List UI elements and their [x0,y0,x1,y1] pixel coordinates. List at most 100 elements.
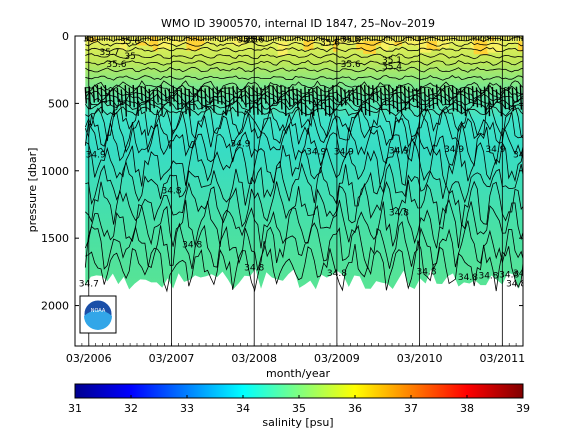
salinity-contour-line [85,53,523,60]
thermocline-contour [407,86,411,110]
thermocline-contour [208,86,211,105]
thermocline-contour [196,89,199,102]
thermocline-contour [296,88,299,109]
thermocline-contour [415,88,419,109]
thermocline-contour [419,86,423,113]
salinity-patch [333,37,346,44]
salinity-contour-line [85,180,523,228]
thermocline-contour [176,88,179,111]
thermocline-contour [403,85,407,111]
salinity-patch [323,37,330,49]
thermocline-contour [200,86,203,110]
thermocline-contour [503,88,507,109]
contour-label: 34.8 [499,270,519,280]
thermocline-contour [264,85,267,104]
thermocline-contour [84,87,87,104]
salinity-patch [437,38,449,48]
thermocline-contour [184,87,187,115]
y-tick-label: 1000 [41,165,69,178]
thermocline-contour [435,84,439,106]
salinity-patch [487,41,503,53]
thermocline-contour [324,86,327,116]
colorbar-ticks: 31 32 33 34 35 36 37 38 39 [68,395,530,415]
salinity-field [85,36,523,290]
thermocline-contour [356,86,359,106]
thermocline-contour [427,88,431,109]
colorbar-tick-label: 37 [404,402,418,415]
thermocline-contour [284,86,287,117]
colorbar-label: salinity [psu] [262,416,333,429]
y-axis-ticks: 0 500 1000 1500 2000 [41,30,523,313]
colorbar-tick-label: 33 [180,402,194,415]
thermocline-contour [451,85,455,112]
thermocline-contour [340,87,343,107]
contour-label: 34.9 [513,269,533,279]
high-salinity-surface-layer [88,36,523,56]
contour-label: 34.9 [513,150,533,160]
colorbar-tick-label: 38 [460,402,474,415]
thermocline-contour [112,89,115,117]
thermocline-contour [499,85,503,117]
thermocline-contour [459,87,463,114]
contour-label: 34.8 [416,268,436,278]
thermocline-contour [411,88,415,102]
thermocline-contour [144,86,147,112]
thermocline-contour [479,88,483,108]
salinity-patch [521,38,523,51]
thermocline-contour [268,85,271,114]
salinity-contour-line [85,140,523,187]
thermocline-contour [236,86,239,117]
thermocline-contour [352,88,355,105]
contour-label: 35.6 [106,60,126,70]
salinity-patch [518,41,523,52]
thermocline-contour [447,87,451,106]
thermocline-contour [180,88,183,108]
x-tick-label: 03/2006 [66,352,112,365]
thermocline-contour [300,88,303,116]
thermocline-contour [483,86,487,115]
salinity-patch [148,36,159,47]
thermocline-contour [248,87,251,113]
contour-label: 34.8 [506,280,526,290]
thermocline-contour [372,85,375,103]
thermocline-contour [455,87,459,112]
contour-label: 34.9 [230,140,250,150]
thermocline-contour [116,87,119,102]
x-tick-label: 03/2010 [397,352,443,365]
thermocline-contour [495,89,499,103]
salinity-patch [426,41,440,50]
thermocline-contour [224,86,227,116]
thermocline-contour [316,87,319,113]
salinity-patch [172,39,185,45]
thermocline-contour [467,87,471,104]
thermocline-contour [511,87,515,112]
plot-frame [74,35,524,347]
salinity-patch [381,38,395,47]
thermocline-contour [388,84,391,115]
salinity-contour-line [85,40,523,48]
salinity-patch [333,40,338,52]
thermocline-contour [288,86,291,108]
thermocline-contour [471,86,475,107]
salinity-contours [84,36,523,293]
axes-box [74,35,524,347]
colorbar-tick-label: 31 [68,402,82,415]
salinity-patch [119,39,127,50]
thermocline-contour [232,85,235,103]
thermocline-contour [136,87,139,116]
colorbar-tick-label: 34 [236,402,250,415]
thermocline-contour [104,85,107,103]
colorbar-tick-label: 35 [292,402,306,415]
y-tick-label: 500 [48,97,69,110]
thermocline-contour [396,86,399,113]
thermocline-contour [368,85,371,116]
thermocline-contour [380,87,383,111]
contour-label: 35.8 [237,36,257,46]
contour-label: 34.9 [86,150,106,160]
salinity-patch [474,39,486,48]
x-tick-label: 03/2009 [314,352,360,365]
thermocline-contour [439,87,443,103]
thermocline-contour [132,84,135,108]
